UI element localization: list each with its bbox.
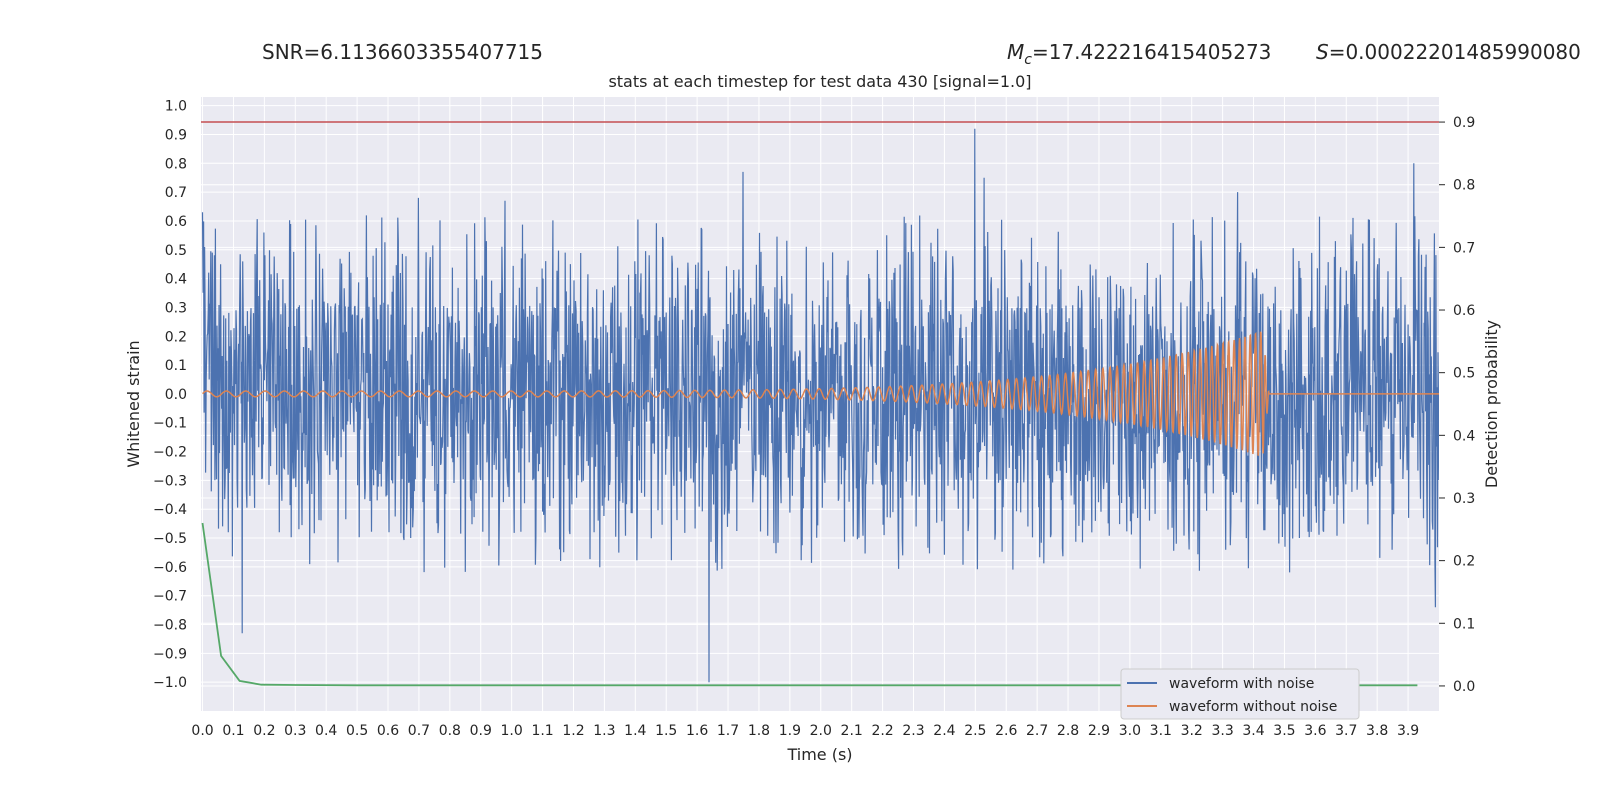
y-tick-label: −0.4 xyxy=(153,502,187,518)
y-tick-label: 1.0 xyxy=(165,99,187,115)
x-tick-label: 3.0 xyxy=(1119,723,1141,739)
x-tick-label: 2.0 xyxy=(810,723,832,739)
x-tick-label: 2.7 xyxy=(1026,723,1048,739)
y-tick-label: 0.5 xyxy=(165,243,187,259)
legend-box xyxy=(1120,668,1360,720)
series-detection-probability xyxy=(201,522,1418,687)
y2-axis-ticks: 0.9 0.8 0.7 0.6 0.5 0.4 0.3 0.2 0.1 0.0 xyxy=(1439,115,1475,695)
x-tick-label: 1.5 xyxy=(655,723,677,739)
y-tick-label: −0.5 xyxy=(153,531,187,547)
y-tick-label: 0.4 xyxy=(165,272,187,288)
y-tick-label: 0.0 xyxy=(165,387,187,403)
y-tick-label: −0.8 xyxy=(153,618,187,634)
x-tick-label: 0.1 xyxy=(222,723,244,739)
x-tick-label: 2.9 xyxy=(1088,723,1110,739)
y-tick-label: −0.3 xyxy=(153,473,187,489)
x-tick-label: 3.9 xyxy=(1397,723,1419,739)
x-tick-label: 0.3 xyxy=(284,723,306,739)
x-axis-ticks: 0.0 0.1 0.2 0.3 0.4 0.5 0.6 0.7 0.8 0.9 1.0 1.1 1.2 1… xyxy=(191,723,1419,739)
x-tick-label: 2.8 xyxy=(1057,723,1079,739)
x-axis-label: Time (s) xyxy=(786,745,852,764)
x-tick-label: 0.0 xyxy=(191,723,213,739)
y2-tick-label: 0.9 xyxy=(1453,115,1475,131)
y-axis-label: Whitened strain xyxy=(124,340,143,467)
x-tick-label: 3.2 xyxy=(1181,723,1203,739)
y-tick-label: 0.6 xyxy=(165,214,187,230)
x-tick-label: 3.3 xyxy=(1211,723,1233,739)
x-tick-label: 3.1 xyxy=(1150,723,1172,739)
x-tick-label: 1.4 xyxy=(624,723,646,739)
chirp-mass-label: Mc=17.422216415405273 xyxy=(1007,40,1272,68)
y2-tick-label: 0.6 xyxy=(1453,303,1475,319)
x-tick-label: 0.9 xyxy=(470,723,492,739)
x-tick-label: 1.6 xyxy=(686,723,708,739)
y-tick-label: 0.9 xyxy=(165,127,187,143)
y-tick-label: 0.3 xyxy=(165,300,187,316)
y-axis-ticks: 1.0 0.9 0.8 0.7 0.6 0.5 0.4 0.3 0.2 0.1 0.0 −0.1 −0.… xyxy=(153,99,187,692)
chart-title: stats at each timestep for test data 430… xyxy=(608,72,1031,91)
x-tick-label: 3.6 xyxy=(1304,723,1326,739)
series-waveform-without-noise xyxy=(202,331,1439,456)
x-tick-label: 1.2 xyxy=(562,723,584,739)
y2-tick-label: 0.0 xyxy=(1453,679,1475,695)
x-tick-label: 3.7 xyxy=(1335,723,1357,739)
x-tick-label: 1.1 xyxy=(531,723,553,739)
x-tick-label: 2.3 xyxy=(902,723,924,739)
y2-tick-label: 0.3 xyxy=(1453,491,1475,507)
y2-tick-label: 0.8 xyxy=(1453,178,1475,194)
legend: waveform with noise waveform without noi… xyxy=(1120,668,1360,720)
y-tick-label: 0.1 xyxy=(165,358,187,374)
x-tick-label: 3.8 xyxy=(1366,723,1388,739)
x-tick-label: 2.1 xyxy=(841,723,863,739)
x-tick-label: 1.7 xyxy=(717,723,739,739)
x-tick-label: 3.4 xyxy=(1242,723,1264,739)
y2-tick-label: 0.1 xyxy=(1453,616,1475,632)
x-tick-label: 0.8 xyxy=(439,723,461,739)
x-tick-label: 1.8 xyxy=(748,723,770,739)
y2-tick-label: 0.7 xyxy=(1453,240,1475,256)
x-tick-label: 0.7 xyxy=(408,723,430,739)
s-value-label: S=0.00022201485990080 xyxy=(1316,40,1581,64)
y-tick-label: −0.2 xyxy=(153,445,187,461)
y-tick-label: 0.2 xyxy=(165,329,187,345)
y2-tick-label: 0.5 xyxy=(1453,366,1475,382)
x-tick-label: 2.6 xyxy=(995,723,1017,739)
y2-tick-label: 0.2 xyxy=(1453,554,1475,570)
series-layer xyxy=(201,121,1439,687)
x-tick-label: 2.2 xyxy=(871,723,893,739)
legend-label-noise: waveform with noise xyxy=(1169,676,1314,692)
y-tick-label: −0.7 xyxy=(153,589,187,605)
x-tick-label: 2.5 xyxy=(964,723,986,739)
y-tick-label: 0.8 xyxy=(165,156,187,172)
y-tick-label: −0.6 xyxy=(153,560,187,576)
x-tick-label: 1.3 xyxy=(593,723,615,739)
x-tick-label: 0.4 xyxy=(315,723,337,739)
legend-label-clean: waveform without noise xyxy=(1169,699,1337,715)
y2-axis-label: Detection probability xyxy=(1482,320,1501,488)
x-tick-label: 1.9 xyxy=(779,723,801,739)
x-tick-label: 3.5 xyxy=(1273,723,1295,739)
x-tick-label: 2.4 xyxy=(933,723,955,739)
y-tick-label: −0.9 xyxy=(153,646,187,662)
x-tick-label: 1.0 xyxy=(501,723,523,739)
y-tick-label: −0.1 xyxy=(153,416,187,432)
y-tick-label: −1.0 xyxy=(153,675,187,691)
y2-tick-label: 0.4 xyxy=(1453,428,1475,444)
y-tick-label: 0.7 xyxy=(165,185,187,201)
x-tick-label: 0.2 xyxy=(253,723,275,739)
x-tick-label: 0.5 xyxy=(346,723,368,739)
snr-label: SNR=6.1136603355407715 xyxy=(262,40,543,64)
x-tick-label: 0.6 xyxy=(377,723,399,739)
